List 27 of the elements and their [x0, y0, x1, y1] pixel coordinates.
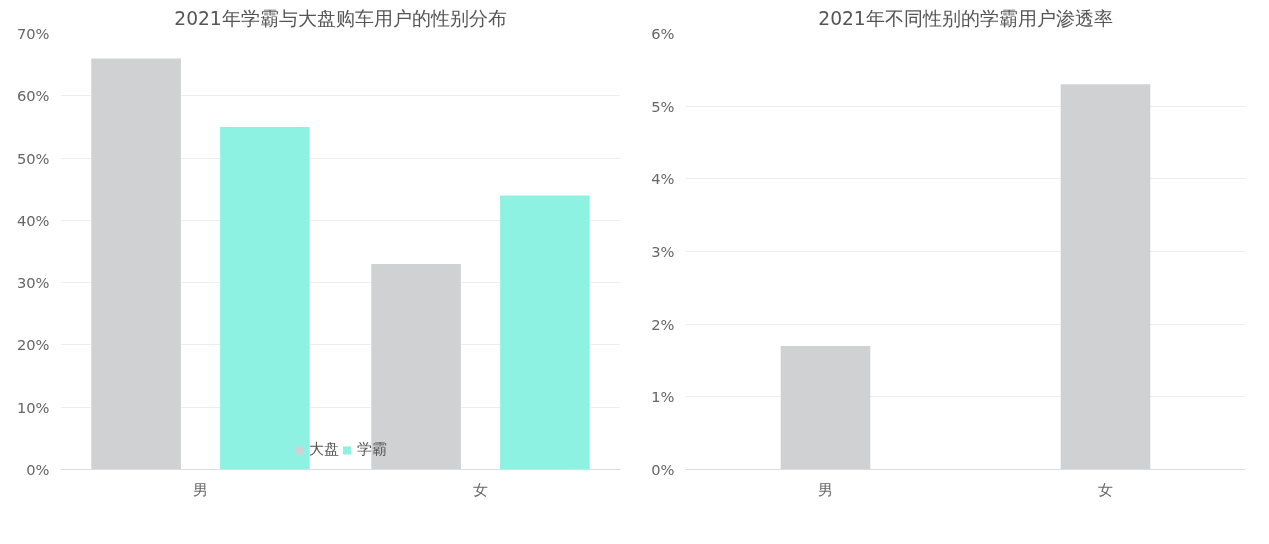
y-tick-label: 6% — [651, 25, 675, 42]
y-tick-label: 1% — [651, 388, 675, 406]
legend-label: 学霸 — [356, 440, 387, 459]
y-tick-label: 50% — [16, 149, 50, 167]
bar — [500, 195, 590, 470]
y-tick-label: 60% — [16, 87, 50, 105]
bar — [91, 58, 181, 470]
chart-title: 2021年学霸与大盘购车用户的性别分布 — [174, 7, 507, 29]
y-tick-label: 5% — [651, 97, 675, 115]
y-tick-label: 3% — [651, 243, 675, 260]
y-tick-label: 0% — [651, 461, 675, 478]
bar — [220, 126, 310, 470]
x-tick-label: 男 — [193, 480, 208, 498]
x-tick-label: 女 — [1098, 480, 1113, 498]
y-tick-label: 2% — [651, 315, 675, 333]
y-tick-label: 10% — [16, 398, 50, 416]
y-tick-label: 40% — [16, 211, 50, 229]
y-tick-label: 20% — [16, 336, 50, 354]
x-tick-label: 女 — [473, 480, 488, 498]
y-tick-label: 70% — [16, 25, 50, 42]
legend-label: 大盘 — [308, 440, 339, 459]
y-tick-label: 4% — [651, 170, 675, 188]
y-tick-label: 30% — [16, 274, 50, 292]
y-tick-label: 0% — [26, 461, 50, 478]
x-tick-label: 男 — [818, 480, 833, 498]
bar — [371, 263, 461, 470]
chart-title: 2021年不同性别的学霸用户渗透率 — [818, 7, 1113, 29]
